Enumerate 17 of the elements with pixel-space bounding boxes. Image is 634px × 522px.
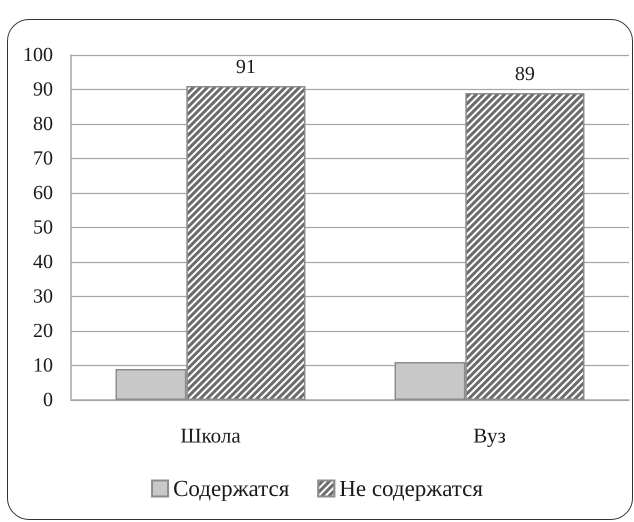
x-tick-label: Школа xyxy=(180,424,242,448)
y-tick-label: 90 xyxy=(33,78,53,100)
y-tick-label: 50 xyxy=(33,216,53,238)
y-tick-label: 70 xyxy=(33,148,53,170)
y-tick-label: 100 xyxy=(23,44,53,66)
y-tick-label: 20 xyxy=(33,320,53,342)
y-tick-label: 30 xyxy=(33,286,53,308)
y-tick-label: 40 xyxy=(33,251,53,273)
data-label: 91 xyxy=(236,56,256,78)
data-label: 89 xyxy=(514,62,535,85)
legend-label: Содержатся xyxy=(173,476,290,501)
y-tick-label: 0 xyxy=(43,389,53,411)
y-tick-label: 80 xyxy=(33,113,53,135)
x-tick-label: Вуз xyxy=(473,424,506,448)
legend-label: Не содержатся xyxy=(339,476,484,501)
y-tick-label: 10 xyxy=(33,354,53,376)
y-tick-label: 60 xyxy=(33,182,53,204)
